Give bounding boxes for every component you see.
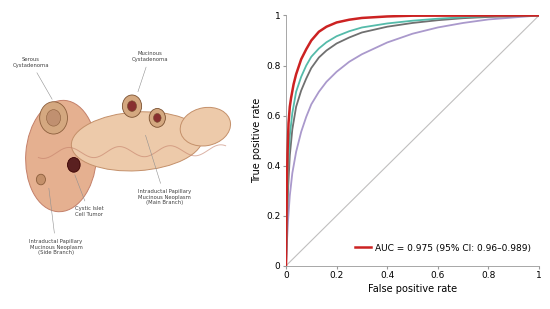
X-axis label: False positive rate: False positive rate	[368, 285, 457, 294]
Text: Intraductal Papillary
Mucinous Neoplasm
(Main Branch): Intraductal Papillary Mucinous Neoplasm …	[138, 135, 191, 205]
Circle shape	[47, 110, 60, 126]
Text: Intraductal Papillary
Mucinous Neoplasm
(Side Branch): Intraductal Papillary Mucinous Neoplasm …	[30, 188, 82, 255]
Text: Mucinous
Cystadenoma: Mucinous Cystadenoma	[131, 51, 168, 92]
Circle shape	[36, 174, 46, 185]
Circle shape	[153, 113, 161, 122]
Text: Cystic Islet
Cell Tumor: Cystic Islet Cell Tumor	[75, 175, 103, 217]
Y-axis label: True positive rate: True positive rate	[252, 98, 262, 183]
Circle shape	[68, 158, 80, 172]
Text: Serous
Cystadenoma: Serous Cystadenoma	[13, 57, 52, 99]
Ellipse shape	[72, 112, 203, 171]
Circle shape	[123, 95, 141, 117]
Circle shape	[40, 102, 68, 134]
Circle shape	[128, 101, 136, 112]
Legend: AUC = 0.975 (95% CI: 0.96–0.989): AUC = 0.975 (95% CI: 0.96–0.989)	[351, 240, 535, 256]
Circle shape	[149, 108, 166, 127]
Ellipse shape	[180, 107, 230, 146]
Ellipse shape	[26, 100, 97, 212]
